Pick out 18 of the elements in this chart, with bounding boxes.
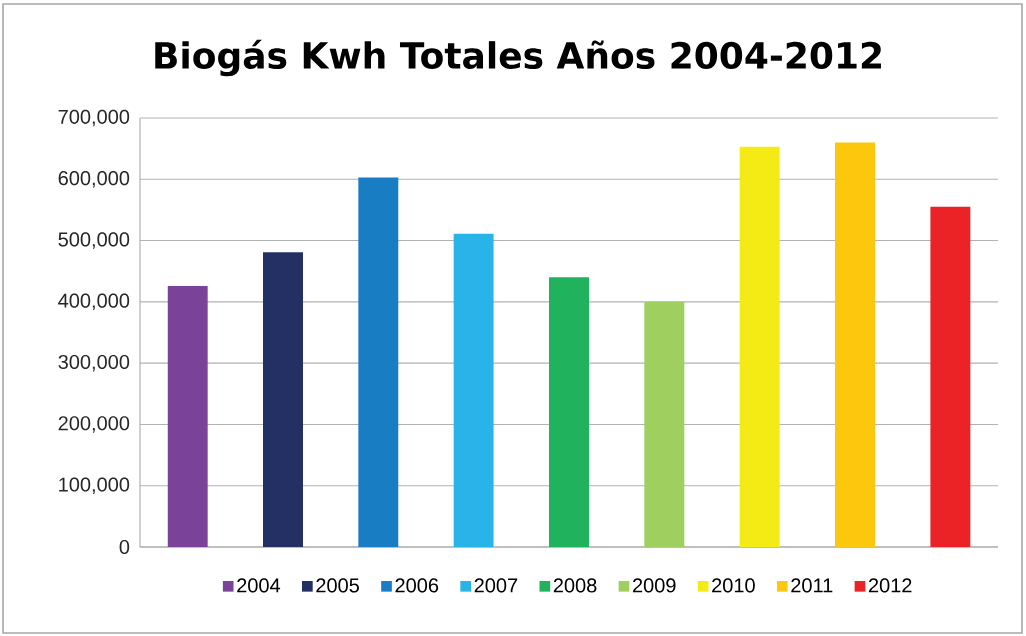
y-tick-label: 500,000 [58,232,130,249]
legend-label: 2009 [632,578,676,593]
legend-label: 2004 [237,578,281,593]
legend-label: 2012 [868,578,912,593]
legend-label: 2010 [712,578,755,593]
y-tick-label: 100,000 [59,477,130,494]
y-tick-label: 200,000 [58,416,130,433]
y-tick-label: 700,000 [58,109,130,127]
legend-label: 2005 [316,578,359,593]
legend-label: 2008 [553,578,597,593]
legend-label: 2006 [395,578,439,593]
y-tick-label: 300,000 [58,354,130,372]
legend-label: 2011 [791,578,833,593]
y-tick-label: 0 [119,539,130,555]
y-tick-label: 600,000 [58,171,130,188]
legend-label: 2007 [474,578,518,593]
chart-title: Biogás Kwh Totales Años 2004-2012 [155,39,881,77]
y-tick-label: 400,000 [58,293,130,311]
